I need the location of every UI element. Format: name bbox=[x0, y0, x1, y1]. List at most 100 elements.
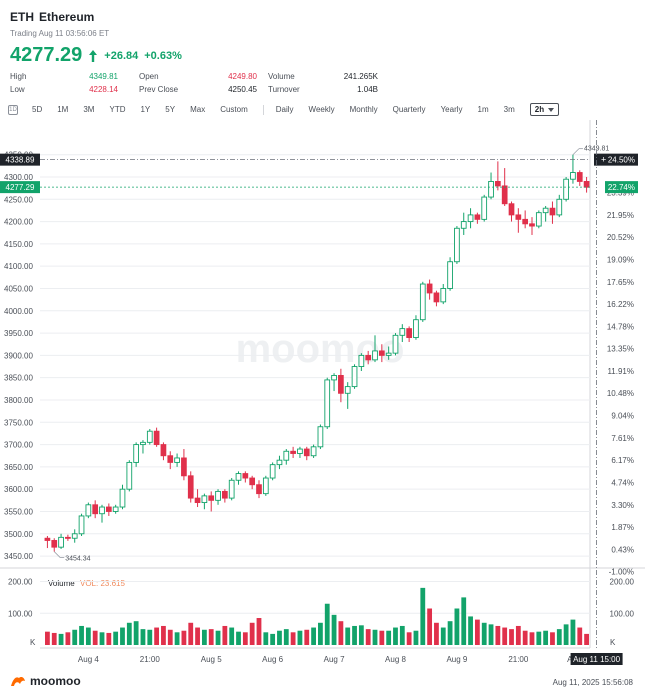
volume-bar bbox=[283, 629, 289, 645]
volume-bar bbox=[222, 625, 228, 645]
last-price: 4277.29 bbox=[10, 44, 83, 66]
period-yearly[interactable]: Yearly bbox=[440, 105, 463, 114]
volume-bar bbox=[434, 622, 439, 645]
volume-bar bbox=[536, 631, 542, 645]
candle-body bbox=[556, 198, 563, 216]
volume-bar bbox=[570, 619, 576, 645]
candle-body bbox=[222, 490, 228, 499]
last-price-tag bbox=[0, 181, 40, 194]
candle-body bbox=[310, 446, 317, 457]
candle-body bbox=[181, 457, 187, 477]
volume-value: VOL: 23.615 bbox=[80, 579, 125, 588]
candle-body bbox=[187, 475, 194, 499]
range-5d[interactable]: 5D bbox=[32, 105, 43, 114]
candle-body bbox=[262, 477, 269, 495]
chevron-down-icon bbox=[548, 107, 555, 112]
candle-body bbox=[78, 515, 85, 535]
candle-body bbox=[112, 506, 119, 512]
volume-tick-right: 200.00 bbox=[610, 578, 635, 587]
candle-body bbox=[44, 537, 51, 541]
volume-bar bbox=[468, 616, 473, 645]
pct-tick-label: 16.22% bbox=[607, 300, 634, 309]
period-monthly[interactable]: Monthly bbox=[349, 105, 378, 114]
range-max[interactable]: Max bbox=[190, 105, 206, 114]
range-1m[interactable]: 1M bbox=[57, 105, 69, 114]
candle-body bbox=[160, 444, 167, 457]
crosshair-price-tag bbox=[0, 153, 40, 166]
toolbar-divider bbox=[262, 104, 264, 115]
volume-bar bbox=[420, 587, 426, 645]
volume-bar bbox=[229, 627, 235, 645]
volume-bar bbox=[481, 622, 487, 645]
volume-bar bbox=[461, 597, 467, 645]
period-1m[interactable]: 1m bbox=[477, 105, 489, 114]
volume-bar bbox=[92, 630, 98, 645]
candle-body bbox=[549, 207, 556, 216]
volume-bar bbox=[386, 630, 392, 645]
intraday-toggle-icon[interactable]: 1D bbox=[8, 104, 18, 115]
volume-bar bbox=[154, 627, 160, 645]
range-custom[interactable]: Custom bbox=[220, 105, 248, 114]
period-weekly[interactable]: Weekly bbox=[308, 105, 335, 114]
last-pct-tag bbox=[605, 181, 638, 194]
last-pct-tag-label: 22.74% bbox=[608, 183, 635, 192]
candle-body bbox=[324, 379, 331, 428]
stat-label: Open bbox=[139, 72, 159, 81]
pct-tick-label: -1.00% bbox=[609, 568, 634, 577]
high-marker-label: 4349.81 bbox=[584, 146, 609, 153]
volume-bar bbox=[372, 629, 378, 645]
arrow-up-icon bbox=[89, 49, 98, 62]
candle-body bbox=[256, 484, 262, 495]
volume-bar bbox=[277, 630, 282, 645]
pct-tick-label: 0.43% bbox=[611, 545, 634, 554]
period-3m[interactable]: 3m bbox=[503, 105, 515, 114]
price-tick-label: 3450.00 bbox=[4, 552, 33, 561]
x-axis-label: Aug 7 bbox=[324, 655, 345, 664]
volume-bar bbox=[242, 632, 248, 645]
volume-bar bbox=[181, 630, 187, 645]
candle-body bbox=[167, 455, 174, 463]
candle-body bbox=[331, 375, 337, 381]
volume-bar bbox=[140, 629, 146, 645]
range-ytd[interactable]: YTD bbox=[109, 105, 126, 114]
stat-label: Turnover bbox=[268, 85, 300, 94]
volume-bar bbox=[188, 622, 194, 645]
high-marker-line bbox=[572, 148, 580, 155]
candle-body bbox=[351, 366, 358, 388]
candle-body bbox=[71, 533, 78, 539]
symbol-code: ETH bbox=[10, 10, 34, 24]
pct-tick-label: 20.52% bbox=[607, 233, 634, 242]
interval-select[interactable]: 2h bbox=[529, 103, 560, 116]
candle-body bbox=[235, 473, 242, 481]
candle-body bbox=[215, 490, 221, 501]
volume-bar bbox=[454, 608, 460, 645]
volume-bar bbox=[577, 627, 583, 645]
candle-body bbox=[372, 350, 378, 361]
pct-tick-label: 11.91% bbox=[607, 367, 634, 376]
period-daily[interactable]: Daily bbox=[275, 105, 294, 114]
volume-bar bbox=[195, 627, 200, 645]
candlestick-chart[interactable]: moomoo 3450.00 3500.00 3550.00 3600.00 3650.0… bbox=[0, 120, 645, 668]
stat-label: Low bbox=[10, 85, 25, 94]
price-tick-label: 3900.00 bbox=[4, 351, 33, 360]
candle-body bbox=[242, 473, 249, 479]
candle-body bbox=[495, 180, 501, 187]
range-1y[interactable]: 1Y bbox=[140, 105, 151, 114]
price-tick-label: 3800.00 bbox=[4, 396, 33, 405]
range-5y[interactable]: 5Y bbox=[165, 105, 176, 114]
candle-body bbox=[570, 172, 576, 180]
period-quarterly[interactable]: Quarterly bbox=[392, 105, 426, 114]
range-3m[interactable]: 3M bbox=[83, 105, 95, 114]
volume-bar bbox=[447, 621, 453, 645]
volume-bar bbox=[58, 633, 64, 645]
volume-bar bbox=[133, 621, 139, 645]
pct-tick-label: 1.87% bbox=[611, 523, 634, 532]
volume-bar bbox=[201, 629, 207, 645]
volume-bar bbox=[256, 618, 262, 645]
volume-bar bbox=[99, 632, 105, 645]
last-price-tag-label: 4277.29 bbox=[6, 183, 35, 192]
volume-bar bbox=[522, 630, 528, 645]
volume-bar bbox=[318, 622, 323, 645]
candle-body bbox=[338, 375, 344, 394]
candle-body bbox=[515, 214, 522, 220]
